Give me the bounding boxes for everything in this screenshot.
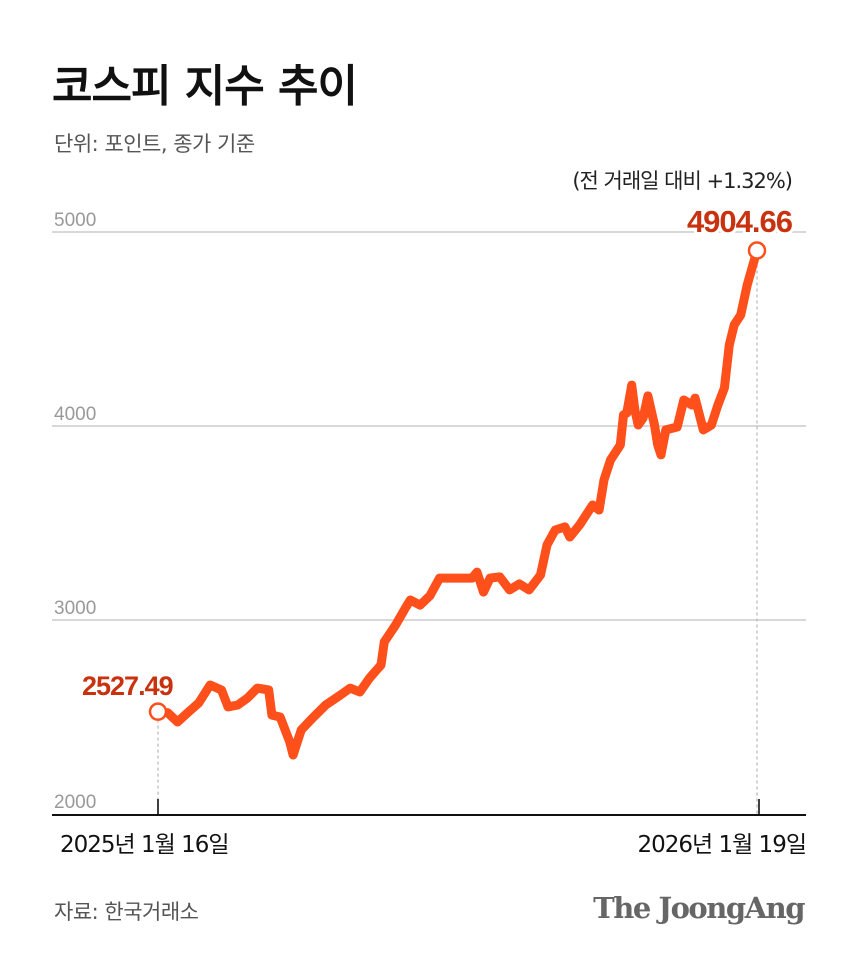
source-note: 자료: 한국거래소 [54,900,199,924]
y-tick-label: 5000 [54,210,96,231]
end-value-label: 4904.66 [687,204,793,239]
change-annotation: (전 거래일 대비 +1.32%) [572,169,792,193]
chart-title: 코스피 지수 추이 [52,61,358,112]
y-tick-label: 4000 [54,404,96,425]
kospi-series-line [153,246,762,760]
x-tick-label: 2026년 1월 19일 [637,832,806,858]
unit-note: 단위: 포인트, 종가 기준 [54,132,255,156]
end-marker [747,241,767,260]
start-marker [148,702,168,721]
x-tick-label: 2025년 1월 16일 [60,832,229,858]
y-tick-label: 2000 [54,792,96,813]
publisher-logo: The JoongAng [593,891,805,925]
y-tick-label: 3000 [54,598,96,619]
start-value-label: 2527.49 [82,671,174,701]
